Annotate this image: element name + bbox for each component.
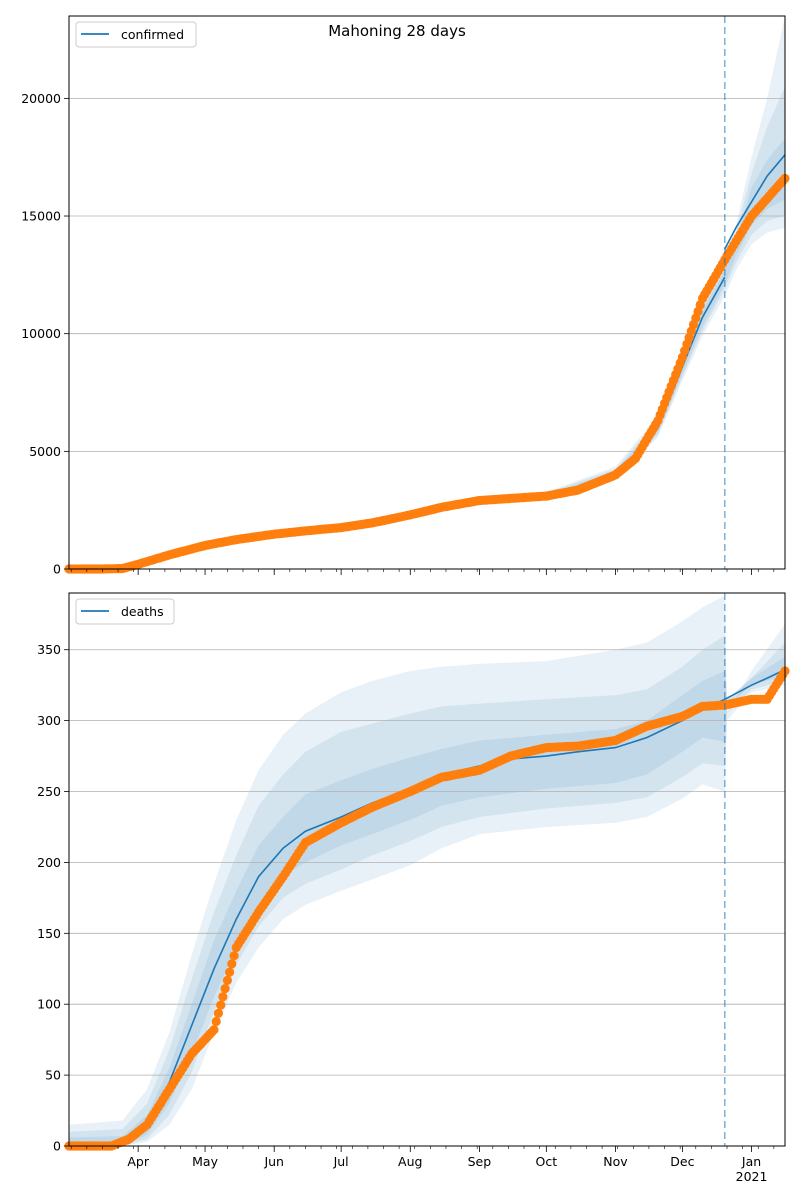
deaths-y-axis: 0 50 100 150 200 250 300 350 (37, 642, 69, 1154)
confirmed-y-axis: 0 5000 10000 15000 20000 (21, 91, 69, 577)
series-line-forecast (724, 154, 786, 250)
confirmed-legend-box (75, 21, 197, 48)
deaths-axes-frame (68, 592, 786, 1147)
y-tick-label: 20000 (21, 91, 61, 106)
observed-point (225, 967, 235, 977)
uncertainty-band-2 (69, 635, 785, 1146)
y-tick-label: 150 (37, 926, 61, 941)
confirmed-legend-label: confirmed (121, 27, 184, 42)
x-tick-label: May (192, 1154, 218, 1169)
observed-point (229, 951, 239, 961)
y-tick-label: 10000 (21, 326, 61, 341)
confirmed-observed-points (64, 173, 790, 574)
x-tick-label: Jul (333, 1154, 349, 1169)
chart-title: Mahoning 28 days (328, 22, 466, 40)
x-tick-label: Aug (398, 1154, 422, 1169)
y-tick-label: 300 (37, 713, 61, 728)
deaths-observed-points (64, 666, 790, 1151)
x-tick-label: Jun (263, 1154, 284, 1169)
y-tick-label: 5000 (29, 444, 61, 459)
confirmed-x-axis (70, 569, 775, 575)
y-tick-label: 15000 (21, 209, 61, 224)
deaths-panel: 0 50 100 150 200 250 300 350 Apr May Jun Jul Aug Sep… (37, 592, 790, 1184)
confirmed-panel: 0 5000 10000 15000 20000 Mahoning 28 days co… (21, 15, 790, 577)
observed-point (216, 1000, 226, 1010)
y-tick-label: 100 (37, 997, 61, 1012)
y-tick-label: 0 (53, 562, 61, 577)
y-tick-label: 250 (37, 784, 61, 799)
confirmed-legend: confirmed (75, 21, 197, 48)
observed-point (220, 984, 230, 994)
observed-point (211, 1016, 221, 1027)
y-tick-label: 0 (53, 1139, 61, 1154)
observed-point (227, 959, 237, 969)
x-tick-label: Apr (127, 1154, 149, 1169)
x-tick-label: 2021 (736, 1169, 768, 1184)
x-tick-label: Jan (741, 1154, 761, 1169)
y-tick-label: 50 (45, 1068, 61, 1083)
uncertainty-band-1 (69, 595, 785, 1146)
confirmed-axes-frame (68, 15, 786, 570)
observed-point (209, 1025, 219, 1035)
y-tick-label: 350 (37, 642, 61, 657)
uncertainty-band-3 (69, 656, 785, 1146)
deaths-legend-label: deaths (121, 604, 164, 619)
deaths-legend: deaths (75, 598, 175, 625)
deaths-legend-box (75, 598, 175, 625)
observed-point (218, 992, 228, 1002)
x-tick-label: Dec (670, 1154, 694, 1169)
y-tick-label: 200 (37, 855, 61, 870)
observed-point (222, 975, 232, 986)
x-tick-label: Oct (536, 1154, 558, 1169)
x-tick-label: Nov (603, 1154, 628, 1169)
observed-point (213, 1008, 223, 1018)
deaths-uncertainty-bands (69, 595, 785, 1146)
x-tick-label: Sep (468, 1154, 492, 1169)
